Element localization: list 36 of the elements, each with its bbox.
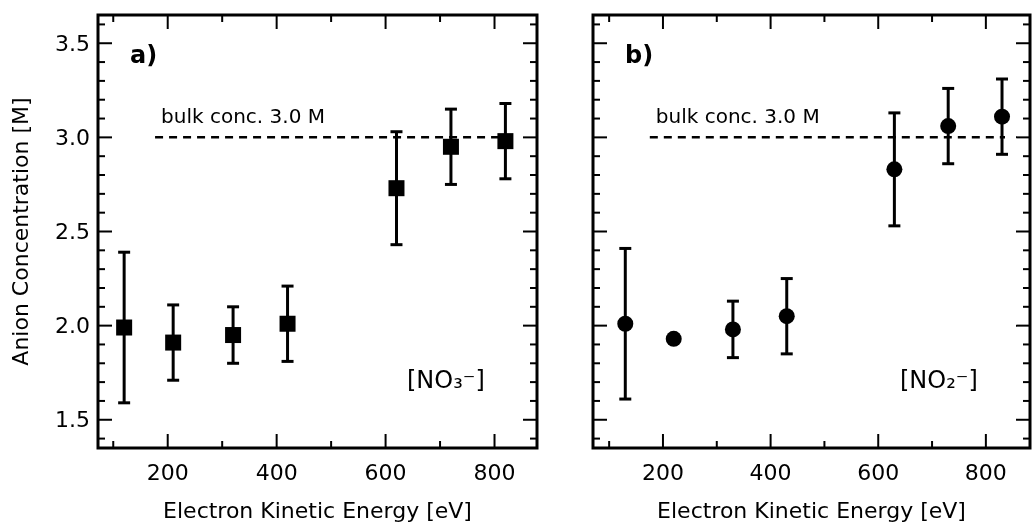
point [225,327,242,344]
y-tick-label: 3.0 [55,125,90,151]
y-tick-label: 2.0 [55,313,90,339]
point [116,319,133,336]
x-tick-label: 800 [473,460,516,485]
point [665,330,682,347]
point [388,180,405,197]
x-tick-label: 200 [641,460,684,485]
point [940,118,957,135]
point [497,133,514,150]
point [724,321,741,338]
y-tick-label: 1.5 [55,407,90,433]
x-tick-label: 400 [749,460,792,485]
point [279,315,296,332]
point [778,308,795,325]
ref-line-label: bulk conc. 3.0 M [655,104,820,129]
x-tick-label: 400 [255,460,298,485]
annotation: [NO₃⁻] [407,366,485,394]
x-tick-label: 600 [857,460,900,485]
point [442,138,459,155]
x-axis-title: Electron Kinetic Energy [eV] [657,498,966,523]
x-tick-label: 600 [364,460,407,485]
x-axis-title: Electron Kinetic Energy [eV] [163,498,472,523]
annotation: [NO₂⁻] [900,366,978,394]
y-tick-label: 3.5 [55,30,90,56]
point [617,315,634,332]
annotation: a) [130,41,158,69]
point [886,161,903,178]
point [994,108,1011,125]
y-axis-title: Anion Concentration [M] [8,97,33,366]
point [165,334,182,351]
x-tick-label: 800 [964,460,1007,485]
x-tick-label: 200 [146,460,189,485]
y-tick-label: 2.5 [55,219,90,245]
ref-line-label: bulk conc. 3.0 M [161,104,325,129]
annotation: b) [625,41,654,69]
